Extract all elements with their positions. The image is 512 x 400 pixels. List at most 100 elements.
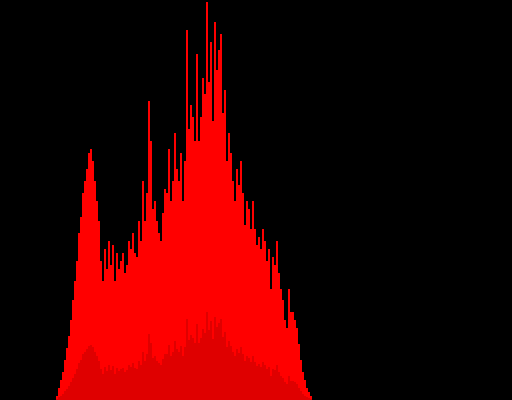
histogram-bar-shadow	[246, 356, 248, 400]
histogram-bar	[64, 360, 66, 400]
histogram-bar-shadow	[102, 374, 104, 400]
histogram-bar	[210, 42, 212, 400]
histogram-bar	[114, 281, 116, 400]
histogram-bar-shadow	[142, 352, 144, 400]
histogram-bar	[124, 273, 126, 400]
histogram-bar-shadow	[226, 347, 228, 400]
histogram-bar-shadow	[308, 398, 310, 400]
histogram-bar-shadow	[78, 363, 80, 400]
histogram-bar	[178, 181, 180, 400]
histogram-bar	[190, 105, 192, 400]
histogram-bar	[248, 209, 250, 400]
histogram-bar-shadow	[114, 374, 116, 400]
histogram-bar-shadow	[298, 388, 300, 400]
histogram-bar	[240, 161, 242, 400]
histogram-bar-shadow	[98, 361, 100, 400]
histogram-bar	[292, 312, 294, 400]
histogram-bar-shadow	[76, 369, 78, 400]
histogram-bar	[102, 281, 104, 400]
histogram-bar-shadow	[296, 384, 298, 400]
histogram-bar	[188, 129, 190, 400]
histogram-bar	[236, 169, 238, 400]
histogram-bar	[244, 225, 246, 400]
histogram-bar	[204, 94, 206, 400]
histogram-bar-shadow	[272, 369, 274, 400]
histogram-bar-shadow	[304, 396, 306, 400]
histogram-bar	[94, 181, 96, 400]
histogram-bar	[72, 300, 74, 400]
histogram-bar	[282, 300, 284, 400]
histogram-bar-shadow	[150, 343, 152, 400]
histogram-bar-shadow	[192, 338, 194, 400]
histogram-bar	[182, 201, 184, 400]
histogram-bar-shadow	[230, 346, 232, 400]
histogram-bar	[170, 201, 172, 400]
histogram-bar	[134, 253, 136, 400]
histogram-bar	[262, 229, 264, 400]
histogram-bar	[214, 22, 216, 400]
histogram-bar-shadow	[222, 337, 224, 400]
histogram-bar-shadow	[174, 341, 176, 400]
histogram-bar	[142, 181, 144, 400]
histogram-bar	[116, 253, 118, 400]
histogram-bar-shadow	[294, 382, 296, 400]
histogram-bar	[56, 396, 58, 400]
histogram-bar-shadow	[244, 361, 246, 400]
histogram-bar-shadow	[268, 367, 270, 400]
histogram-bar-shadow	[64, 391, 66, 400]
histogram-bar	[176, 169, 178, 400]
histogram-bar-shadow	[264, 365, 266, 400]
histogram-bar	[140, 241, 142, 400]
histogram-bar-shadow	[200, 338, 202, 400]
histogram-bar	[208, 82, 210, 400]
histogram-bar	[206, 2, 208, 400]
histogram-bar-shadow	[162, 359, 164, 400]
histogram-bar-shadow	[240, 347, 242, 400]
histogram-bar-shadow	[290, 381, 292, 400]
histogram-bar	[78, 233, 80, 400]
histogram-bar-shadow	[112, 366, 114, 400]
histogram-bar	[152, 209, 154, 400]
histogram-bar	[112, 245, 114, 400]
histogram-bar	[104, 249, 106, 400]
histogram-bar-shadow	[280, 376, 282, 400]
histogram-bar	[180, 153, 182, 400]
histogram-bar-shadow	[84, 352, 86, 400]
histogram-bar	[310, 396, 312, 400]
histogram-bar-shadow	[120, 369, 122, 400]
histogram-bar-shadow	[186, 319, 188, 400]
histogram-bar-shadow	[140, 365, 142, 400]
histogram-bar	[212, 121, 214, 400]
histogram-bar	[254, 229, 256, 400]
histogram-bar-shadow	[124, 372, 126, 400]
histogram-bar-shadow	[260, 367, 262, 400]
histogram-bar	[280, 289, 282, 400]
histogram-bar-shadow	[254, 362, 256, 400]
histogram-bar	[106, 269, 108, 400]
histogram-bar-shadow	[196, 324, 198, 400]
histogram-bar-shadow	[198, 343, 200, 400]
histogram-bar-shadow	[262, 362, 264, 400]
histogram-bar-shadow	[68, 386, 70, 400]
histogram-bar-shadow	[180, 346, 182, 400]
histogram-bar-shadow	[100, 369, 102, 400]
histogram-bar	[158, 233, 160, 400]
histogram-bar	[226, 161, 228, 400]
histogram-bar-shadow	[176, 349, 178, 400]
histogram-bar-shadow	[220, 319, 222, 400]
histogram-bar-shadow	[266, 369, 268, 400]
histogram-bar-shadow	[256, 366, 258, 400]
histogram-bar-shadow	[148, 334, 150, 400]
histogram-bar-shadow	[146, 354, 148, 400]
histogram-bar-shadow	[156, 361, 158, 400]
histogram-bar	[186, 30, 188, 400]
histogram-bar	[70, 320, 72, 400]
histogram-bar-shadow	[284, 382, 286, 400]
histogram-bar	[120, 261, 122, 400]
histogram-bar-shadow	[214, 317, 216, 400]
histogram-bar	[202, 78, 204, 400]
histogram-bar-shadow	[300, 391, 302, 400]
histogram-bar	[108, 241, 110, 400]
histogram-bar	[258, 237, 260, 400]
